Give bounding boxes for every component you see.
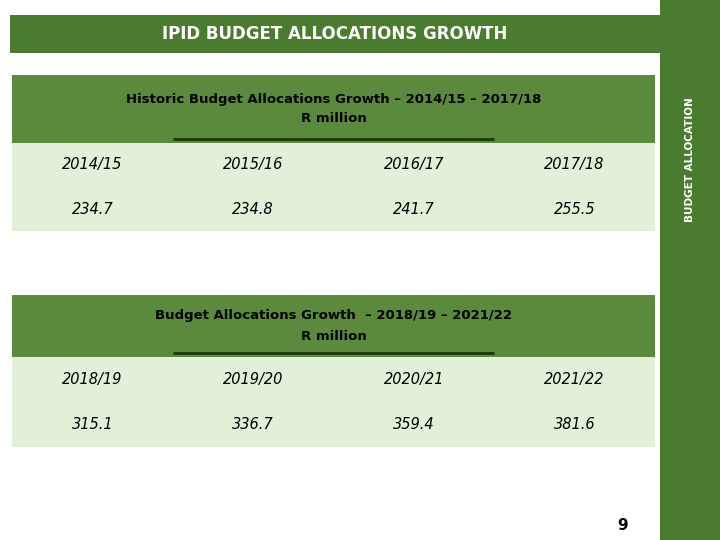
Bar: [12, 295, 655, 357]
Text: R million: R million: [301, 329, 366, 342]
Text: 2019/20: 2019/20: [223, 372, 283, 387]
Text: 2018/19: 2018/19: [62, 372, 122, 387]
Text: 234.8: 234.8: [233, 201, 274, 217]
Text: Historic Budget Allocations Growth – 2014/15 – 2017/18: Historic Budget Allocations Growth – 201…: [126, 92, 541, 105]
Text: 2016/17: 2016/17: [384, 158, 444, 172]
Text: 241.7: 241.7: [393, 201, 435, 217]
Text: BUDGET ALLOCATION: BUDGET ALLOCATION: [685, 98, 695, 222]
Text: 2014/15: 2014/15: [62, 158, 122, 172]
Text: 9: 9: [618, 517, 629, 532]
Bar: [10, 15, 660, 53]
Text: 381.6: 381.6: [554, 417, 595, 432]
Text: 2020/21: 2020/21: [384, 372, 444, 387]
Bar: [12, 75, 655, 143]
Text: 336.7: 336.7: [233, 417, 274, 432]
Text: 234.7: 234.7: [71, 201, 113, 217]
Text: 359.4: 359.4: [393, 417, 435, 432]
Bar: [12, 143, 655, 231]
Bar: [12, 357, 655, 447]
Text: 315.1: 315.1: [71, 417, 113, 432]
Text: 2015/16: 2015/16: [223, 158, 283, 172]
Text: Budget Allocations Growth  – 2018/19 – 2021/22: Budget Allocations Growth – 2018/19 – 20…: [155, 309, 512, 322]
Text: 255.5: 255.5: [554, 201, 595, 217]
Text: R million: R million: [301, 112, 366, 125]
Text: IPID BUDGET ALLOCATIONS GROWTH: IPID BUDGET ALLOCATIONS GROWTH: [162, 25, 508, 43]
Text: 2017/18: 2017/18: [544, 158, 605, 172]
Text: 2021/22: 2021/22: [544, 372, 605, 387]
Bar: [660, 0, 720, 540]
